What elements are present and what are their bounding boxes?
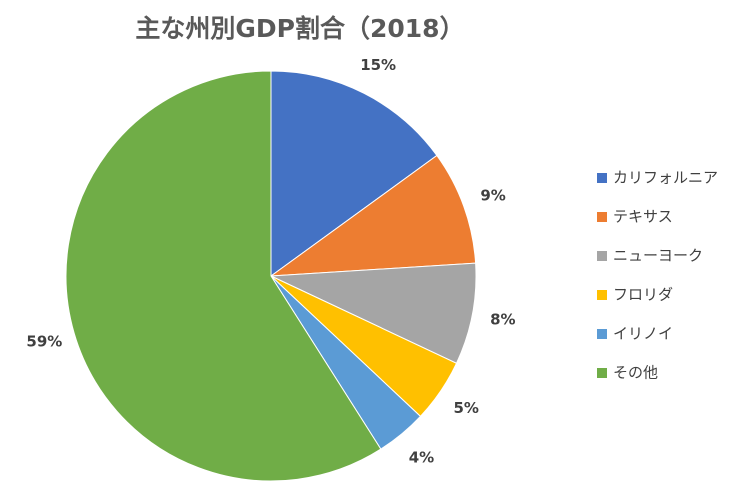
data-label: 15%: [360, 56, 396, 74]
legend-label: カリフォルニア: [613, 169, 718, 187]
data-label: 59%: [26, 332, 62, 350]
data-label: 5%: [453, 399, 478, 417]
legend-label: テキサス: [613, 208, 673, 226]
legend-swatch: [597, 290, 607, 300]
legend-label: イリノイ: [613, 325, 673, 343]
legend-swatch: [597, 212, 607, 222]
pie-slice: [269, 154, 477, 277]
legend-swatch: [597, 329, 607, 339]
legend-label: フロリダ: [613, 286, 673, 304]
data-label: 4%: [409, 448, 434, 466]
data-label: 9%: [480, 187, 505, 205]
legend-swatch: [597, 251, 607, 261]
pie-slice: [270, 262, 477, 364]
legend-swatch: [597, 173, 607, 183]
chart-title: 主な州別GDP割合（2018）: [135, 14, 464, 43]
legend-label: その他: [613, 364, 658, 382]
legend-swatch: [597, 368, 607, 378]
pie-slice: [270, 70, 438, 277]
data-label: 8%: [490, 311, 515, 329]
legend-label: ニューヨーク: [613, 247, 703, 265]
